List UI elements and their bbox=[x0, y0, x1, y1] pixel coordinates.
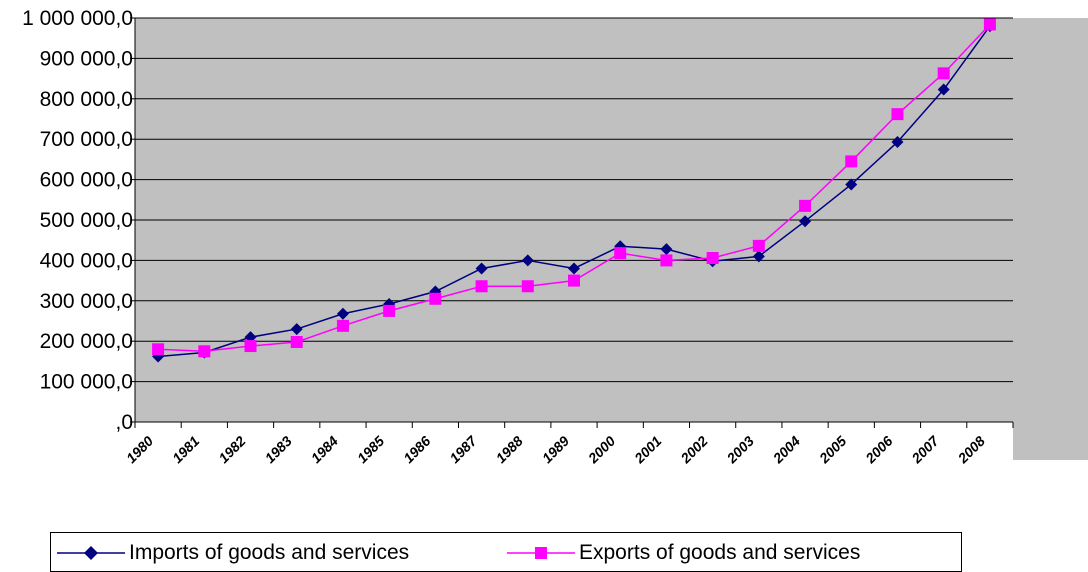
data-point bbox=[891, 108, 904, 121]
legend-label-exports: Exports of goods and services bbox=[579, 541, 861, 564]
square-marker-icon bbox=[507, 547, 575, 559]
data-point bbox=[568, 274, 580, 287]
legend-label-imports: Imports of goods and services bbox=[129, 541, 410, 564]
x-tick-label: 1987 bbox=[446, 432, 480, 466]
data-point bbox=[660, 254, 673, 267]
series-imports bbox=[152, 20, 996, 363]
data-point bbox=[752, 239, 765, 252]
x-tick-label: 2002 bbox=[677, 433, 711, 467]
x-tick-label: 2008 bbox=[954, 433, 988, 467]
diamond-marker-icon bbox=[57, 546, 125, 560]
data-point bbox=[383, 304, 396, 317]
gridlines bbox=[135, 17, 1013, 383]
data-point bbox=[290, 336, 303, 349]
data-point bbox=[799, 199, 812, 212]
y-tick-label: 600 000,0 bbox=[40, 169, 133, 192]
legend-item-imports: Imports of goods and services bbox=[57, 539, 409, 567]
data-point bbox=[845, 178, 858, 191]
side-panel bbox=[1013, 18, 1088, 460]
x-tick-label: 1983 bbox=[262, 433, 295, 466]
y-tick-label: 200 000,0 bbox=[40, 330, 133, 353]
data-point bbox=[336, 319, 349, 332]
series-exports bbox=[152, 18, 996, 358]
x-tick-label: 1988 bbox=[493, 433, 526, 466]
x-tick-label: 1985 bbox=[354, 433, 387, 466]
y-tick-label: 700 000,0 bbox=[40, 128, 133, 151]
chart: ,0 100 000,0 200 000,0 300 000,0 400 000,0 50… bbox=[22, 7, 1088, 467]
data-point bbox=[429, 292, 442, 305]
x-tick-label: 2004 bbox=[769, 433, 803, 467]
y-tick-labels: ,0 100 000,0 200 000,0 300 000,0 400 000,0 50… bbox=[22, 7, 133, 434]
data-point bbox=[521, 280, 534, 293]
y-tick-label: ,0 bbox=[115, 411, 133, 434]
data-point bbox=[475, 262, 488, 275]
y-tick-label: 100 000,0 bbox=[40, 371, 133, 394]
x-tick-label: 2000 bbox=[584, 433, 618, 467]
data-point bbox=[568, 262, 580, 275]
data-point bbox=[799, 215, 812, 228]
x-tick-label: 1989 bbox=[539, 433, 572, 466]
series bbox=[152, 18, 996, 363]
x-tick-label: 2001 bbox=[630, 433, 664, 467]
x-tick-label: 1980 bbox=[123, 433, 156, 466]
data-point bbox=[983, 18, 996, 31]
data-point bbox=[660, 243, 673, 256]
x-tick-label: 2005 bbox=[815, 433, 849, 467]
x-tick-label: 2006 bbox=[862, 433, 896, 467]
data-point bbox=[290, 323, 303, 336]
data-point bbox=[614, 247, 627, 260]
data-point bbox=[706, 251, 719, 264]
y-tick-label: 1 000 000,0 bbox=[22, 7, 133, 30]
x-tick-labels: 1980 1981 1982 1983 1984 1985 1986 1987 1988 1989… bbox=[123, 432, 988, 467]
data-point bbox=[891, 136, 904, 149]
data-point bbox=[752, 250, 765, 263]
x-tick-label: 1986 bbox=[400, 433, 433, 466]
data-point bbox=[521, 254, 534, 267]
data-point bbox=[244, 340, 257, 353]
axes bbox=[130, 17, 1014, 428]
data-point bbox=[336, 307, 349, 320]
y-tick-label: 500 000,0 bbox=[40, 209, 133, 232]
data-point bbox=[845, 155, 858, 168]
x-tick-label: 1982 bbox=[215, 433, 248, 466]
x-tick-label: 1981 bbox=[169, 433, 202, 466]
y-tick-label: 300 000,0 bbox=[40, 290, 133, 313]
legend: Imports of goods and services Exports of… bbox=[50, 532, 962, 572]
x-tick-label: 2007 bbox=[908, 432, 943, 467]
y-tick-label: 400 000,0 bbox=[40, 249, 133, 272]
legend-item-exports: Exports of goods and services bbox=[507, 539, 860, 567]
data-point bbox=[475, 280, 488, 293]
y-tick-label: 900 000,0 bbox=[40, 47, 133, 70]
data-point bbox=[198, 345, 211, 358]
data-point bbox=[152, 343, 165, 356]
y-tick-label: 800 000,0 bbox=[40, 88, 133, 111]
x-tick-label: 2003 bbox=[723, 433, 757, 467]
x-tick-label: 1984 bbox=[308, 433, 341, 466]
data-point bbox=[937, 67, 950, 80]
data-point bbox=[937, 83, 950, 96]
